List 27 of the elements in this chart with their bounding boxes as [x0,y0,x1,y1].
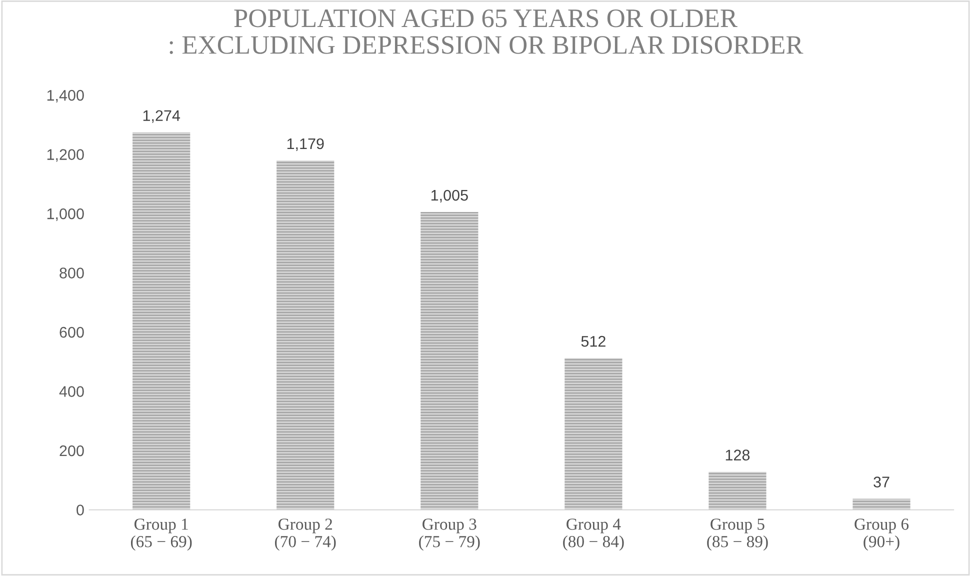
x-tick-label: Group 1 (65 − 69) [131,518,192,551]
x-tick-label: Group 4 (80 − 84) [563,518,624,551]
data-label: 37 [874,476,890,488]
chart-title: POPULATION AGED 65 YEARS OR OLDER : EXCLUDING DEPRESSION OR BIPOLAR DISORDER [170,9,804,54]
data-label: 1,179 [287,138,324,151]
bar [132,132,190,510]
x-tick-label: Group 3 (75 − 79) [419,518,480,551]
x-tick-label: Group 6 (90+) [854,518,909,551]
y-tick-label: 1,000 [47,208,84,222]
bar [564,358,622,510]
data-label: 1,005 [431,190,468,202]
bar [420,212,478,510]
y-tick-label: 400 [59,386,84,397]
x-tick-label: Group 5 (85 − 89) [707,518,768,551]
y-tick-label: 800 [60,268,84,278]
y-tick-label: 0 [76,504,84,516]
y-tick-label: 1,200 [47,149,84,162]
data-label: 128 [726,450,750,460]
data-label: 1,274 [143,110,180,123]
bar [852,498,910,510]
y-tick-label: 200 [60,445,84,456]
bar [276,160,334,510]
y-tick-label: 600 [60,326,84,338]
data-label: 512 [581,336,606,347]
y-tick-label: 1,400 [47,90,84,103]
x-tick-label: Group 2 (70 − 74) [275,518,336,551]
bar [708,472,766,510]
